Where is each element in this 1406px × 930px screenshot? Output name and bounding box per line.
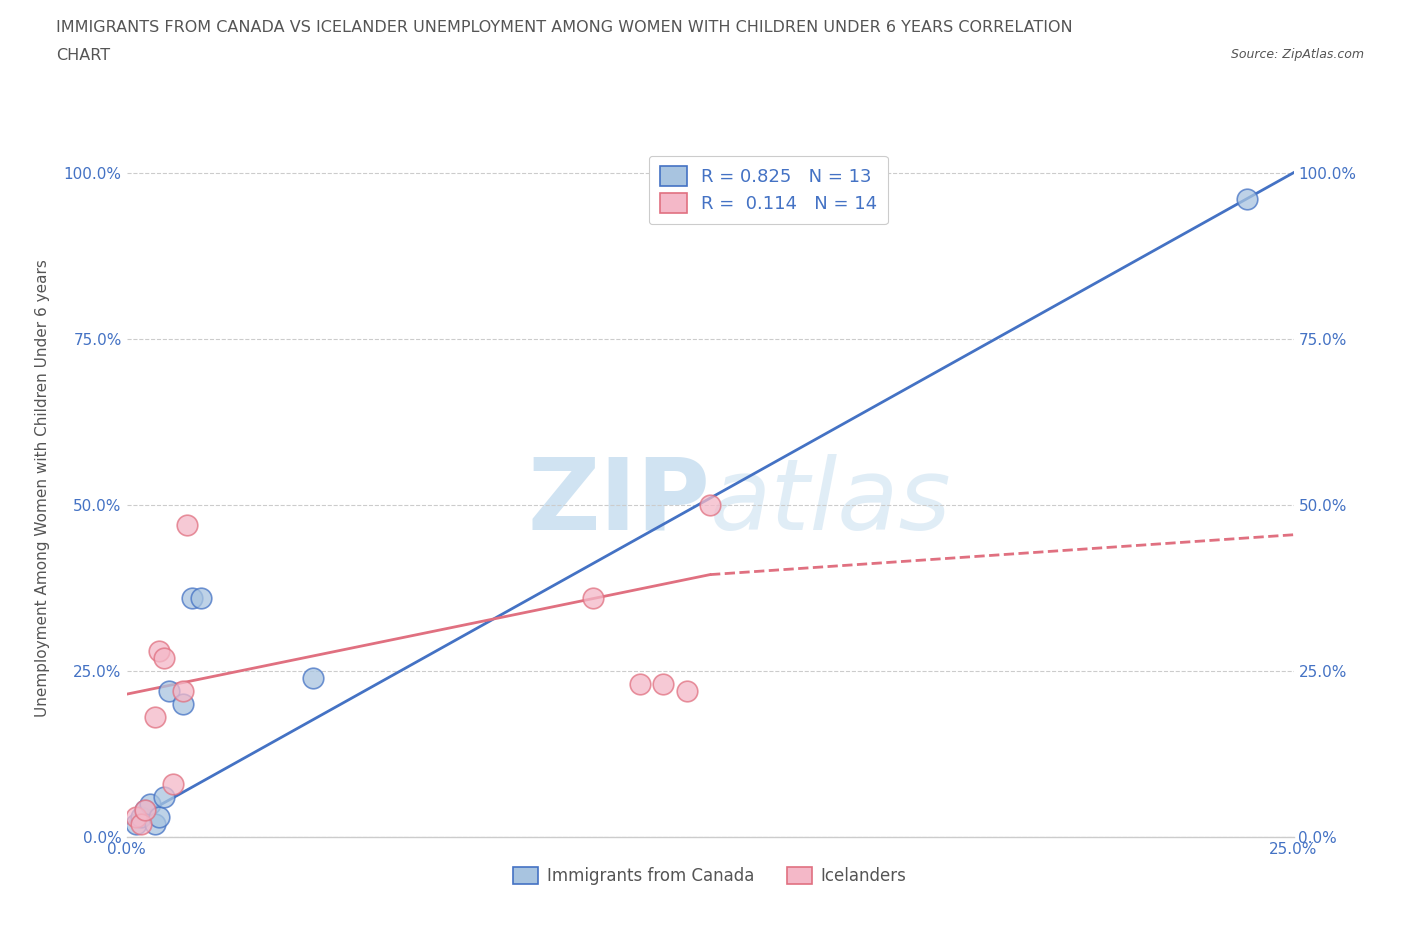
Point [139,796,162,811]
Point [162,777,184,791]
Point [190,591,212,605]
Point [134,803,156,817]
Point [125,817,148,831]
Text: IMMIGRANTS FROM CANADA VS ICELANDER UNEMPLOYMENT AMONG WOMEN WITH CHILDREN UNDER: IMMIGRANTS FROM CANADA VS ICELANDER UNEM… [56,20,1073,35]
Point [699,498,721,512]
Point [172,684,194,698]
Point [1236,192,1258,206]
Point [628,677,651,692]
Point [143,710,166,724]
Point [148,644,170,658]
Point [582,591,605,605]
Point [129,810,152,825]
Legend: Immigrants from Canada, Icelanders: Immigrants from Canada, Icelanders [506,860,914,892]
Point [148,810,170,825]
Point [302,671,325,685]
Point [153,650,176,665]
Text: ZIP: ZIP [527,454,710,551]
Point [180,591,202,605]
Point [129,817,152,831]
Point [157,684,180,698]
Point [652,677,675,692]
Point [172,697,194,711]
Y-axis label: Unemployment Among Women with Children Under 6 years: Unemployment Among Women with Children U… [35,259,49,717]
Point [675,684,697,698]
Point [134,803,156,817]
Point [176,517,198,532]
Point [143,817,166,831]
Point [125,810,148,825]
Text: Source: ZipAtlas.com: Source: ZipAtlas.com [1230,48,1364,61]
Text: CHART: CHART [56,48,110,63]
Point [153,790,176,804]
Text: atlas: atlas [710,454,952,551]
